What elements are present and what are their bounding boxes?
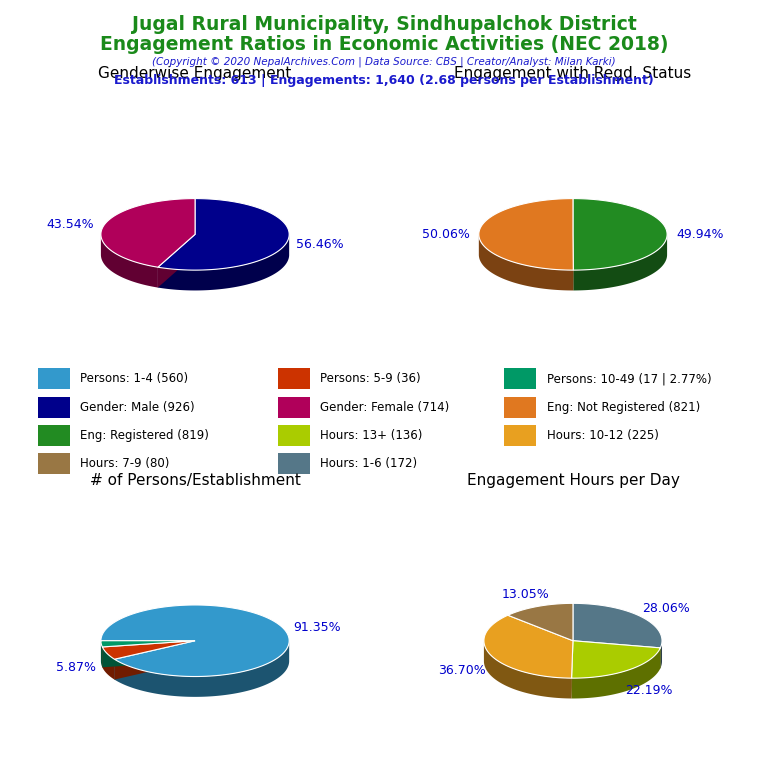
Polygon shape xyxy=(101,235,158,287)
Polygon shape xyxy=(484,641,571,698)
Text: 22.19%: 22.19% xyxy=(625,684,673,697)
Polygon shape xyxy=(571,641,660,678)
Polygon shape xyxy=(102,641,195,667)
Text: (Copyright © 2020 NepalArchives.Com | Data Source: CBS | Creator/Analyst: Milan : (Copyright © 2020 NepalArchives.Com | Da… xyxy=(152,57,616,68)
Polygon shape xyxy=(114,641,195,680)
Text: 56.46%: 56.46% xyxy=(296,237,343,250)
Text: 5.87%: 5.87% xyxy=(56,661,96,674)
Polygon shape xyxy=(571,648,660,699)
Text: 43.54%: 43.54% xyxy=(47,218,94,231)
Text: 50.06%: 50.06% xyxy=(422,228,470,241)
Polygon shape xyxy=(571,641,573,698)
Polygon shape xyxy=(158,234,195,287)
Polygon shape xyxy=(660,641,662,668)
Polygon shape xyxy=(158,199,290,270)
Text: Eng: Not Registered (821): Eng: Not Registered (821) xyxy=(547,401,700,414)
Polygon shape xyxy=(114,641,290,697)
Polygon shape xyxy=(574,234,667,290)
FancyBboxPatch shape xyxy=(504,396,536,418)
Text: Hours: 10-12 (225): Hours: 10-12 (225) xyxy=(547,429,658,442)
FancyBboxPatch shape xyxy=(38,396,70,418)
FancyBboxPatch shape xyxy=(278,453,310,474)
Title: Genderwise Engagement: Genderwise Engagement xyxy=(98,67,292,81)
Title: Engagement Hours per Day: Engagement Hours per Day xyxy=(466,473,680,488)
Text: Eng: Registered (819): Eng: Registered (819) xyxy=(80,429,209,442)
Polygon shape xyxy=(573,641,660,668)
Polygon shape xyxy=(114,641,195,680)
Text: Hours: 1-6 (172): Hours: 1-6 (172) xyxy=(320,457,418,470)
Text: Engagement Ratios in Economic Activities (NEC 2018): Engagement Ratios in Economic Activities… xyxy=(100,35,668,54)
FancyBboxPatch shape xyxy=(278,425,310,446)
Polygon shape xyxy=(158,235,290,290)
FancyBboxPatch shape xyxy=(38,369,70,389)
Text: Gender: Female (714): Gender: Female (714) xyxy=(320,401,449,414)
FancyBboxPatch shape xyxy=(278,396,310,418)
Text: 13.05%: 13.05% xyxy=(502,588,549,601)
Text: 28.06%: 28.06% xyxy=(642,602,690,615)
Polygon shape xyxy=(101,199,195,267)
Text: Persons: 1-4 (560): Persons: 1-4 (560) xyxy=(80,372,188,386)
FancyBboxPatch shape xyxy=(504,369,536,389)
Polygon shape xyxy=(573,604,662,648)
Text: Jugal Rural Municipality, Sindhupalchok District: Jugal Rural Municipality, Sindhupalchok … xyxy=(131,15,637,35)
Text: Hours: 13+ (136): Hours: 13+ (136) xyxy=(320,429,423,442)
Polygon shape xyxy=(508,604,573,641)
Title: Engagement with Regd. Status: Engagement with Regd. Status xyxy=(455,67,692,81)
Text: Establishments: 613 | Engagements: 1,640 (2.68 persons per Establishment): Establishments: 613 | Engagements: 1,640… xyxy=(114,74,654,87)
FancyBboxPatch shape xyxy=(38,425,70,446)
Polygon shape xyxy=(102,647,114,680)
Polygon shape xyxy=(158,234,195,287)
FancyBboxPatch shape xyxy=(278,369,310,389)
Polygon shape xyxy=(102,641,195,659)
Polygon shape xyxy=(101,641,102,667)
Polygon shape xyxy=(101,641,195,647)
Polygon shape xyxy=(573,641,660,668)
Polygon shape xyxy=(573,199,667,270)
Polygon shape xyxy=(101,605,290,677)
Text: 49.94%: 49.94% xyxy=(677,228,723,240)
FancyBboxPatch shape xyxy=(38,453,70,474)
Text: Gender: Male (926): Gender: Male (926) xyxy=(80,401,195,414)
Polygon shape xyxy=(478,235,574,290)
Polygon shape xyxy=(478,199,574,270)
FancyBboxPatch shape xyxy=(504,425,536,446)
Title: # of Persons/Establishment: # of Persons/Establishment xyxy=(90,473,300,488)
Text: 91.35%: 91.35% xyxy=(293,621,341,634)
Polygon shape xyxy=(102,641,195,667)
Polygon shape xyxy=(484,615,573,678)
Text: Persons: 5-9 (36): Persons: 5-9 (36) xyxy=(320,372,421,386)
Text: 36.70%: 36.70% xyxy=(439,664,486,677)
Polygon shape xyxy=(571,641,573,698)
Text: Persons: 10-49 (17 | 2.77%): Persons: 10-49 (17 | 2.77%) xyxy=(547,372,711,386)
Text: Hours: 7-9 (80): Hours: 7-9 (80) xyxy=(80,457,170,470)
